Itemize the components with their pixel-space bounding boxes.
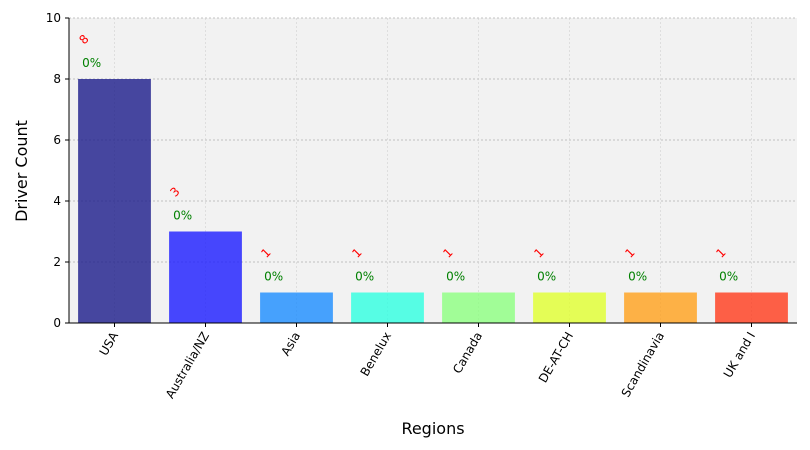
y-tick-label: 2 bbox=[53, 255, 61, 269]
bar-percent-label: 0% bbox=[264, 270, 283, 284]
x-tick-label: DE-AT-CH bbox=[536, 330, 576, 386]
x-axis-ticks: USA Australia/NZ Asia Benelux Canada DE-AT-CH… bbox=[97, 323, 758, 401]
x-tick-label: USA bbox=[97, 329, 122, 358]
y-tick-label: 6 bbox=[53, 133, 61, 147]
bar bbox=[169, 231, 242, 323]
bar bbox=[78, 79, 151, 323]
bar-percent-label: 0% bbox=[628, 270, 647, 284]
bars-group bbox=[78, 79, 788, 323]
y-tick-label: 8 bbox=[53, 72, 61, 86]
bar-percent-label: 0% bbox=[446, 270, 465, 284]
x-tick-label: Australia/NZ bbox=[163, 330, 212, 401]
x-axis-title: Regions bbox=[401, 419, 464, 438]
bar bbox=[533, 292, 606, 323]
bar bbox=[442, 292, 515, 323]
bar-percent-label: 0% bbox=[537, 270, 556, 284]
y-tick-label: 10 bbox=[46, 11, 61, 25]
y-tick-label: 4 bbox=[53, 194, 61, 208]
bar-percent-label: 0% bbox=[355, 270, 374, 284]
x-tick-label: Asia bbox=[278, 330, 303, 359]
bar-percent-label: 0% bbox=[719, 270, 738, 284]
y-axis-title: Driver Count bbox=[12, 120, 31, 222]
x-tick-label: UK and I bbox=[721, 330, 758, 381]
bar-percent-label: 0% bbox=[173, 209, 192, 223]
bar bbox=[715, 292, 788, 323]
y-tick-label: 0 bbox=[53, 316, 61, 330]
bar bbox=[351, 292, 424, 323]
bar bbox=[624, 292, 697, 323]
y-axis-ticks: 0 2 4 6 8 10 bbox=[46, 11, 69, 330]
bar bbox=[260, 292, 333, 323]
x-tick-label: Benelux bbox=[358, 330, 394, 379]
x-tick-label: Scandinavia bbox=[619, 330, 668, 400]
x-tick-label: Canada bbox=[450, 330, 485, 377]
bar-percent-label: 0% bbox=[82, 56, 101, 70]
